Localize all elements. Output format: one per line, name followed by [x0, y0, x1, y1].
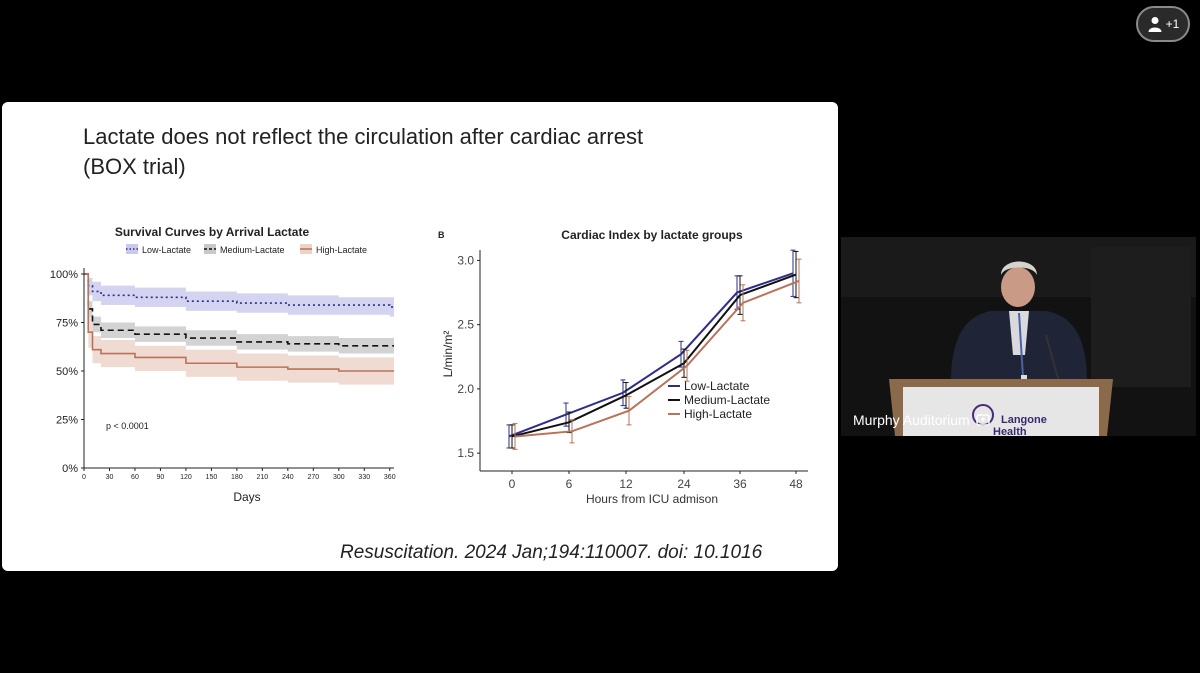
legend-item-high-lactate: High-Lactate — [668, 407, 752, 421]
participants-button[interactable]: +1 — [1136, 6, 1190, 42]
y-tick-label: 3.0 — [457, 253, 474, 267]
video-name-tag: Murphy Auditorium — [853, 412, 990, 428]
chart-b-axes: 1.5 2.0 2.5 3.0 0 6 12 24 36 48 — [457, 250, 808, 491]
chart-b-xlabel: Hours from ICU admison — [586, 492, 718, 506]
x-tick-label: 180 — [231, 474, 243, 481]
error-bar — [626, 396, 632, 426]
y-tick-label: 100% — [50, 269, 78, 281]
error-bar — [793, 250, 799, 299]
chart-b-ylabel: L/min/m² — [441, 331, 455, 378]
participant-count: +1 — [1165, 17, 1180, 31]
x-tick-label: 360 — [384, 474, 396, 481]
y-tick-label: 2.0 — [457, 382, 474, 396]
podium-sign-line1: Langone — [1001, 414, 1047, 426]
x-tick-label: 36 — [733, 477, 747, 491]
chart-a-xlabel: Days — [233, 490, 260, 504]
chart-a-annotation: p < 0.0001 — [106, 421, 149, 431]
x-tick-label: 0 — [509, 477, 516, 491]
error-bar — [623, 381, 629, 409]
x-tick-label: 0 — [82, 474, 86, 481]
x-tick-label: 90 — [157, 474, 165, 481]
band-low-lactate — [84, 274, 394, 317]
x-tick-label: 24 — [677, 477, 691, 491]
legend-label: High-Lactate — [684, 407, 752, 421]
legend-item-low-lactate: Low-Lactate — [126, 244, 191, 255]
chart-b-panel-label: B — [438, 230, 445, 240]
series-low-lactate — [508, 272, 794, 438]
error-bar — [740, 284, 746, 322]
error-bar — [569, 419, 575, 444]
x-tick-label: 330 — [358, 474, 370, 481]
x-tick-label: 60 — [131, 474, 139, 481]
survival-chart: Survival Curves by Arrival Lactate Low-L… — [50, 225, 396, 504]
error-bar — [678, 340, 684, 368]
y-tick-label: 0% — [62, 463, 78, 475]
curve-high-lactate — [84, 273, 394, 372]
slide-title-line1: Lactate does not reflect the circulation… — [83, 124, 644, 149]
screen-share-icon — [976, 414, 990, 426]
x-tick-label: 48 — [789, 477, 803, 491]
legend-item-high-lactate: High-Lactate — [300, 244, 367, 255]
error-bar — [737, 275, 743, 315]
error-bar — [681, 348, 687, 378]
legend-label: Medium-Lactate — [684, 393, 770, 407]
error-bar — [509, 424, 515, 449]
legend-label: High-Lactate — [316, 245, 367, 255]
slide-title-line2: (BOX trial) — [83, 154, 186, 179]
legend-item-low-lactate: Low-Lactate — [668, 379, 750, 393]
error-bar — [796, 258, 802, 304]
video-label-text: Murphy Auditorium — [853, 412, 970, 428]
y-tick-label: 75% — [56, 318, 78, 330]
presentation-slide: Lactate does not reflect the circulation… — [2, 102, 838, 571]
podium-sign-line2: Health — [993, 426, 1027, 436]
speaker-video[interactable]: Langone Health — [841, 237, 1196, 436]
chart-a-axes: 0% 25% 50% 75% 100% 0 30 60 90 120 150 180 210 240 270… — [50, 268, 396, 481]
x-tick-label: 300 — [333, 474, 345, 481]
y-tick-label: 25% — [56, 415, 78, 427]
x-tick-label: 240 — [282, 474, 294, 481]
chart-a-legend: Low-Lactate Medium-Lactate High-Lactate — [126, 244, 367, 255]
error-bar — [684, 349, 690, 382]
legend-label: Medium-Lactate — [220, 245, 285, 255]
speaker-scene: Langone Health — [841, 237, 1196, 436]
band-medium-lactate — [84, 274, 394, 354]
x-tick-label: 30 — [106, 474, 114, 481]
person-icon — [1148, 17, 1162, 32]
series-high-lactate — [514, 280, 800, 438]
curve-medium-lactate — [84, 273, 394, 347]
x-tick-label: 6 — [566, 477, 573, 491]
legend-item-medium-lactate: Medium-Lactate — [204, 244, 285, 255]
curve-low-lactate — [84, 273, 394, 308]
series-medium-lactate — [511, 273, 797, 438]
error-bar — [790, 249, 796, 297]
x-tick-label: 120 — [180, 474, 192, 481]
x-tick-label: 270 — [307, 474, 319, 481]
legend-item-medium-lactate: Medium-Lactate — [668, 393, 770, 407]
error-bar — [620, 379, 626, 407]
legend-label: Low-Lactate — [142, 245, 191, 255]
y-tick-label: 50% — [56, 366, 78, 378]
chart-b-title: Cardiac Index by lactate groups — [561, 228, 743, 242]
citation: Resuscitation. 2024 Jan;194:110007. doi:… — [340, 542, 763, 563]
x-tick-label: 210 — [257, 474, 269, 481]
cardiac-index-chart: B Cardiac Index by lactate groups 1.5 2.0… — [438, 228, 808, 506]
x-tick-label: 12 — [619, 477, 633, 491]
chart-a-title: Survival Curves by Arrival Lactate — [115, 225, 310, 239]
y-tick-label: 2.5 — [457, 318, 474, 332]
legend-label: Low-Lactate — [684, 379, 750, 393]
error-bar — [512, 423, 518, 450]
x-tick-label: 150 — [206, 474, 218, 481]
y-tick-label: 1.5 — [457, 446, 474, 460]
